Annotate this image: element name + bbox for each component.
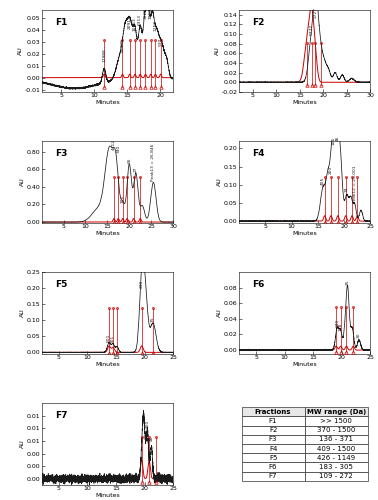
Text: 240: 240 (335, 318, 339, 326)
Text: F5: F5 (55, 280, 67, 289)
X-axis label: Minutes: Minutes (292, 100, 317, 104)
Y-axis label: AU: AU (217, 178, 222, 186)
Text: 46: 46 (336, 136, 340, 141)
Text: 74: 74 (345, 186, 349, 192)
Y-axis label: AU: AU (20, 178, 25, 186)
Text: 106: 106 (332, 136, 336, 144)
Text: 75: 75 (151, 316, 155, 322)
X-axis label: Minutes: Minutes (95, 230, 120, 235)
Text: 4412: 4412 (112, 139, 116, 150)
Text: 6313: 6313 (138, 14, 142, 26)
Y-axis label: AU: AU (20, 440, 25, 448)
Text: 3629: 3629 (144, 8, 147, 20)
Text: 1960: 1960 (149, 8, 153, 20)
Text: 30: 30 (357, 333, 361, 338)
Text: 128: 128 (339, 322, 343, 330)
Text: 101: 101 (121, 194, 125, 202)
Text: F2: F2 (252, 18, 265, 27)
Y-axis label: AU: AU (217, 308, 222, 318)
X-axis label: Minutes: Minutes (95, 493, 120, 498)
X-axis label: Minutes: Minutes (95, 100, 120, 104)
Text: 66: 66 (127, 158, 131, 163)
Text: 100: 100 (146, 420, 149, 428)
Text: 201: 201 (111, 335, 115, 344)
Text: 740: 740 (116, 145, 120, 154)
Text: F7: F7 (55, 412, 67, 420)
Text: 2727: 2727 (313, 7, 318, 18)
Text: 530: 530 (159, 37, 163, 46)
Text: F4: F4 (252, 149, 265, 158)
Text: 1250: 1250 (153, 20, 157, 32)
Text: 405: 405 (321, 176, 325, 184)
Text: 200: 200 (329, 166, 333, 174)
Y-axis label: AU: AU (215, 46, 220, 56)
Text: 46: 46 (149, 436, 153, 441)
Text: Peak13 = 26.846: Peak13 = 26.846 (152, 144, 155, 180)
X-axis label: Minutes: Minutes (292, 230, 317, 235)
X-axis label: Minutes: Minutes (292, 362, 317, 366)
X-axis label: Minutes: Minutes (95, 362, 120, 366)
Text: 40009: 40009 (121, 38, 124, 52)
Text: F6: F6 (252, 280, 265, 289)
Y-axis label: AU: AU (20, 308, 25, 318)
Text: Peak12 = 25.001: Peak12 = 25.001 (353, 166, 357, 203)
Text: 501: 501 (107, 334, 111, 342)
Y-axis label: AU: AU (18, 46, 23, 56)
Text: 75: 75 (345, 280, 350, 285)
Text: 210: 210 (139, 280, 144, 288)
Text: 5777: 5777 (310, 24, 314, 35)
Text: F3: F3 (55, 149, 67, 158)
Text: 27: 27 (134, 166, 138, 172)
Text: F1: F1 (55, 18, 67, 27)
Text: 20913: 20913 (128, 15, 132, 29)
Text: 12988: 12988 (102, 48, 106, 62)
Text: 10763: 10763 (133, 18, 137, 32)
